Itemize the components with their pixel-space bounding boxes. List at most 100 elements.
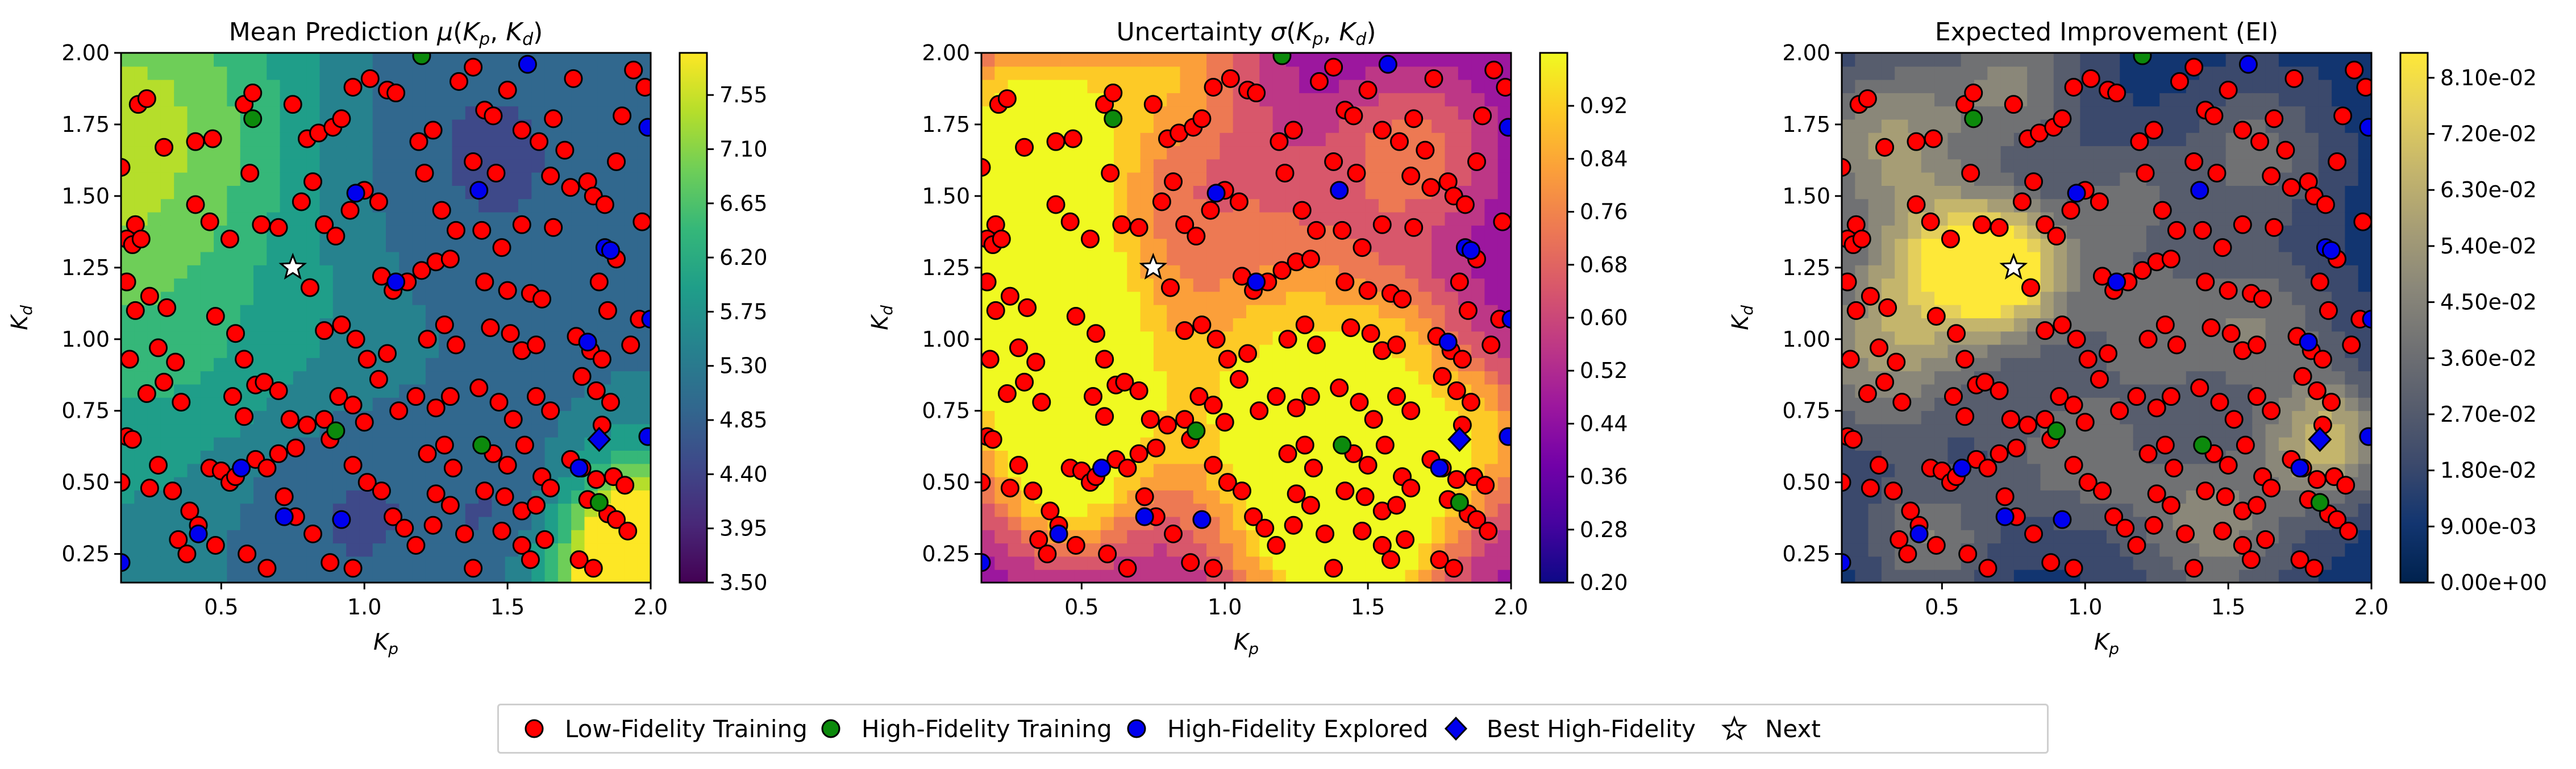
- heatmap-cell: [1471, 53, 1485, 66]
- low-fidelity-point: [1422, 179, 1439, 196]
- heatmap-cell: [558, 198, 572, 212]
- heatmap-cell: [1074, 159, 1088, 172]
- heatmap-cell: [306, 252, 320, 265]
- heatmap-cell: [2041, 291, 2054, 305]
- low-fidelity-point: [499, 456, 516, 473]
- heatmap-cell: [1154, 397, 1167, 411]
- heatmap-cell: [1233, 556, 1247, 570]
- heatmap-cell: [1431, 291, 1445, 305]
- heatmap-cell: [1987, 146, 2001, 159]
- heatmap-cell: [201, 358, 214, 371]
- heatmap-cell: [1061, 93, 1075, 106]
- heatmap-cell: [359, 53, 373, 66]
- heatmap-cell: [1895, 238, 1908, 252]
- heatmap-cell: [2067, 371, 2080, 384]
- low-fidelity-point: [1239, 345, 1256, 362]
- heatmap-cell: [545, 384, 559, 398]
- high-fidelity-training-point: [1334, 437, 1351, 454]
- heatmap-cell: [359, 159, 373, 172]
- heatmap-cell: [1855, 172, 1868, 186]
- heatmap-cell: [1114, 291, 1127, 305]
- low-fidelity-point: [1468, 153, 1485, 170]
- heatmap-cell: [188, 252, 201, 265]
- heatmap-cell: [174, 146, 188, 159]
- heatmap-cell: [267, 238, 280, 252]
- heatmap-cell: [2080, 225, 2094, 239]
- heatmap-cell: [1987, 477, 2001, 491]
- heatmap-cell: [1087, 305, 1101, 318]
- heatmap-cell: [306, 106, 320, 119]
- low-fidelity-point: [984, 431, 1001, 448]
- low-fidelity-point: [1016, 373, 1033, 390]
- heatmap-cell: [2080, 238, 2094, 252]
- heatmap-cell: [478, 530, 492, 543]
- heatmap-cell: [2001, 53, 2015, 66]
- heatmap-cell: [531, 265, 545, 278]
- heatmap-cell: [1934, 172, 1948, 186]
- heatmap-cell: [2226, 556, 2240, 570]
- heatmap-cell: [1855, 132, 1868, 146]
- heatmap-cell: [1908, 291, 1922, 305]
- heatmap-cell: [1074, 106, 1088, 119]
- heatmap-cell: [1947, 212, 1961, 226]
- heatmap-cell: [399, 423, 413, 437]
- heatmap-cell: [1895, 132, 1908, 146]
- heatmap-cell: [1366, 172, 1379, 186]
- heatmap-cell: [2146, 106, 2160, 119]
- heatmap-cell: [558, 477, 572, 491]
- heatmap-cell: [201, 53, 214, 66]
- heatmap-cell: [2107, 172, 2120, 186]
- heatmap-cell: [1855, 530, 1868, 543]
- heatmap-cell: [439, 278, 452, 292]
- heatmap-cell: [1947, 530, 1961, 543]
- heatmap-cell: [227, 570, 240, 583]
- heatmap-cell: [1405, 358, 1419, 371]
- heatmap-cell: [240, 423, 254, 437]
- heatmap-cell: [2159, 371, 2173, 384]
- heatmap-cell: [413, 212, 426, 226]
- heatmap-cell: [386, 66, 399, 80]
- high-fidelity-explored-point: [1136, 508, 1153, 525]
- heatmap-cell: [1974, 410, 1988, 424]
- low-fidelity-point: [1337, 273, 1354, 290]
- heatmap-cell: [1392, 185, 1405, 199]
- heatmap-cell: [1987, 410, 2001, 424]
- heatmap-cell: [1868, 106, 1882, 119]
- heatmap-cell: [1034, 450, 1048, 464]
- low-fidelity-point: [1434, 368, 1451, 385]
- heatmap-cell: [1895, 172, 1908, 186]
- heatmap-cell: [359, 146, 373, 159]
- heatmap-cell: [1127, 265, 1141, 278]
- heatmap-cell: [1339, 252, 1352, 265]
- heatmap-cell: [201, 66, 214, 80]
- heatmap-cell: [121, 53, 135, 66]
- heatmap-cell: [188, 477, 201, 491]
- heatmap-cell: [1246, 238, 1260, 252]
- heatmap-cell: [1273, 305, 1287, 318]
- heatmap-cell: [439, 371, 452, 384]
- heatmap-cell: [1855, 185, 1868, 199]
- low-fidelity-point: [347, 331, 364, 348]
- heatmap-cell: [518, 371, 532, 384]
- heatmap-cell: [1101, 238, 1114, 252]
- low-fidelity-point: [1279, 331, 1296, 348]
- heatmap-cell: [1987, 543, 2001, 556]
- heatmap-cell: [1233, 318, 1247, 331]
- heatmap-cell: [2186, 331, 2200, 344]
- heatmap-cell: [1326, 238, 1339, 252]
- heatmap-cell: [1193, 93, 1207, 106]
- heatmap-cell: [1101, 570, 1114, 583]
- heatmap-cell: [1061, 278, 1075, 292]
- heatmap-cell: [638, 450, 651, 464]
- heatmap-cell: [201, 238, 214, 252]
- heatmap-cell: [253, 397, 267, 411]
- heatmap-cell: [280, 159, 294, 172]
- heatmap-cell: [1034, 212, 1048, 226]
- heatmap-cell: [545, 198, 559, 212]
- heatmap-cell: [161, 410, 174, 424]
- heatmap-cell: [399, 490, 413, 504]
- heatmap-cell: [1908, 344, 1922, 358]
- chart-title: Uncertainty σ(Kp, Kd): [1116, 18, 1376, 49]
- heatmap-cell: [293, 397, 307, 411]
- heatmap-cell: [2212, 358, 2226, 371]
